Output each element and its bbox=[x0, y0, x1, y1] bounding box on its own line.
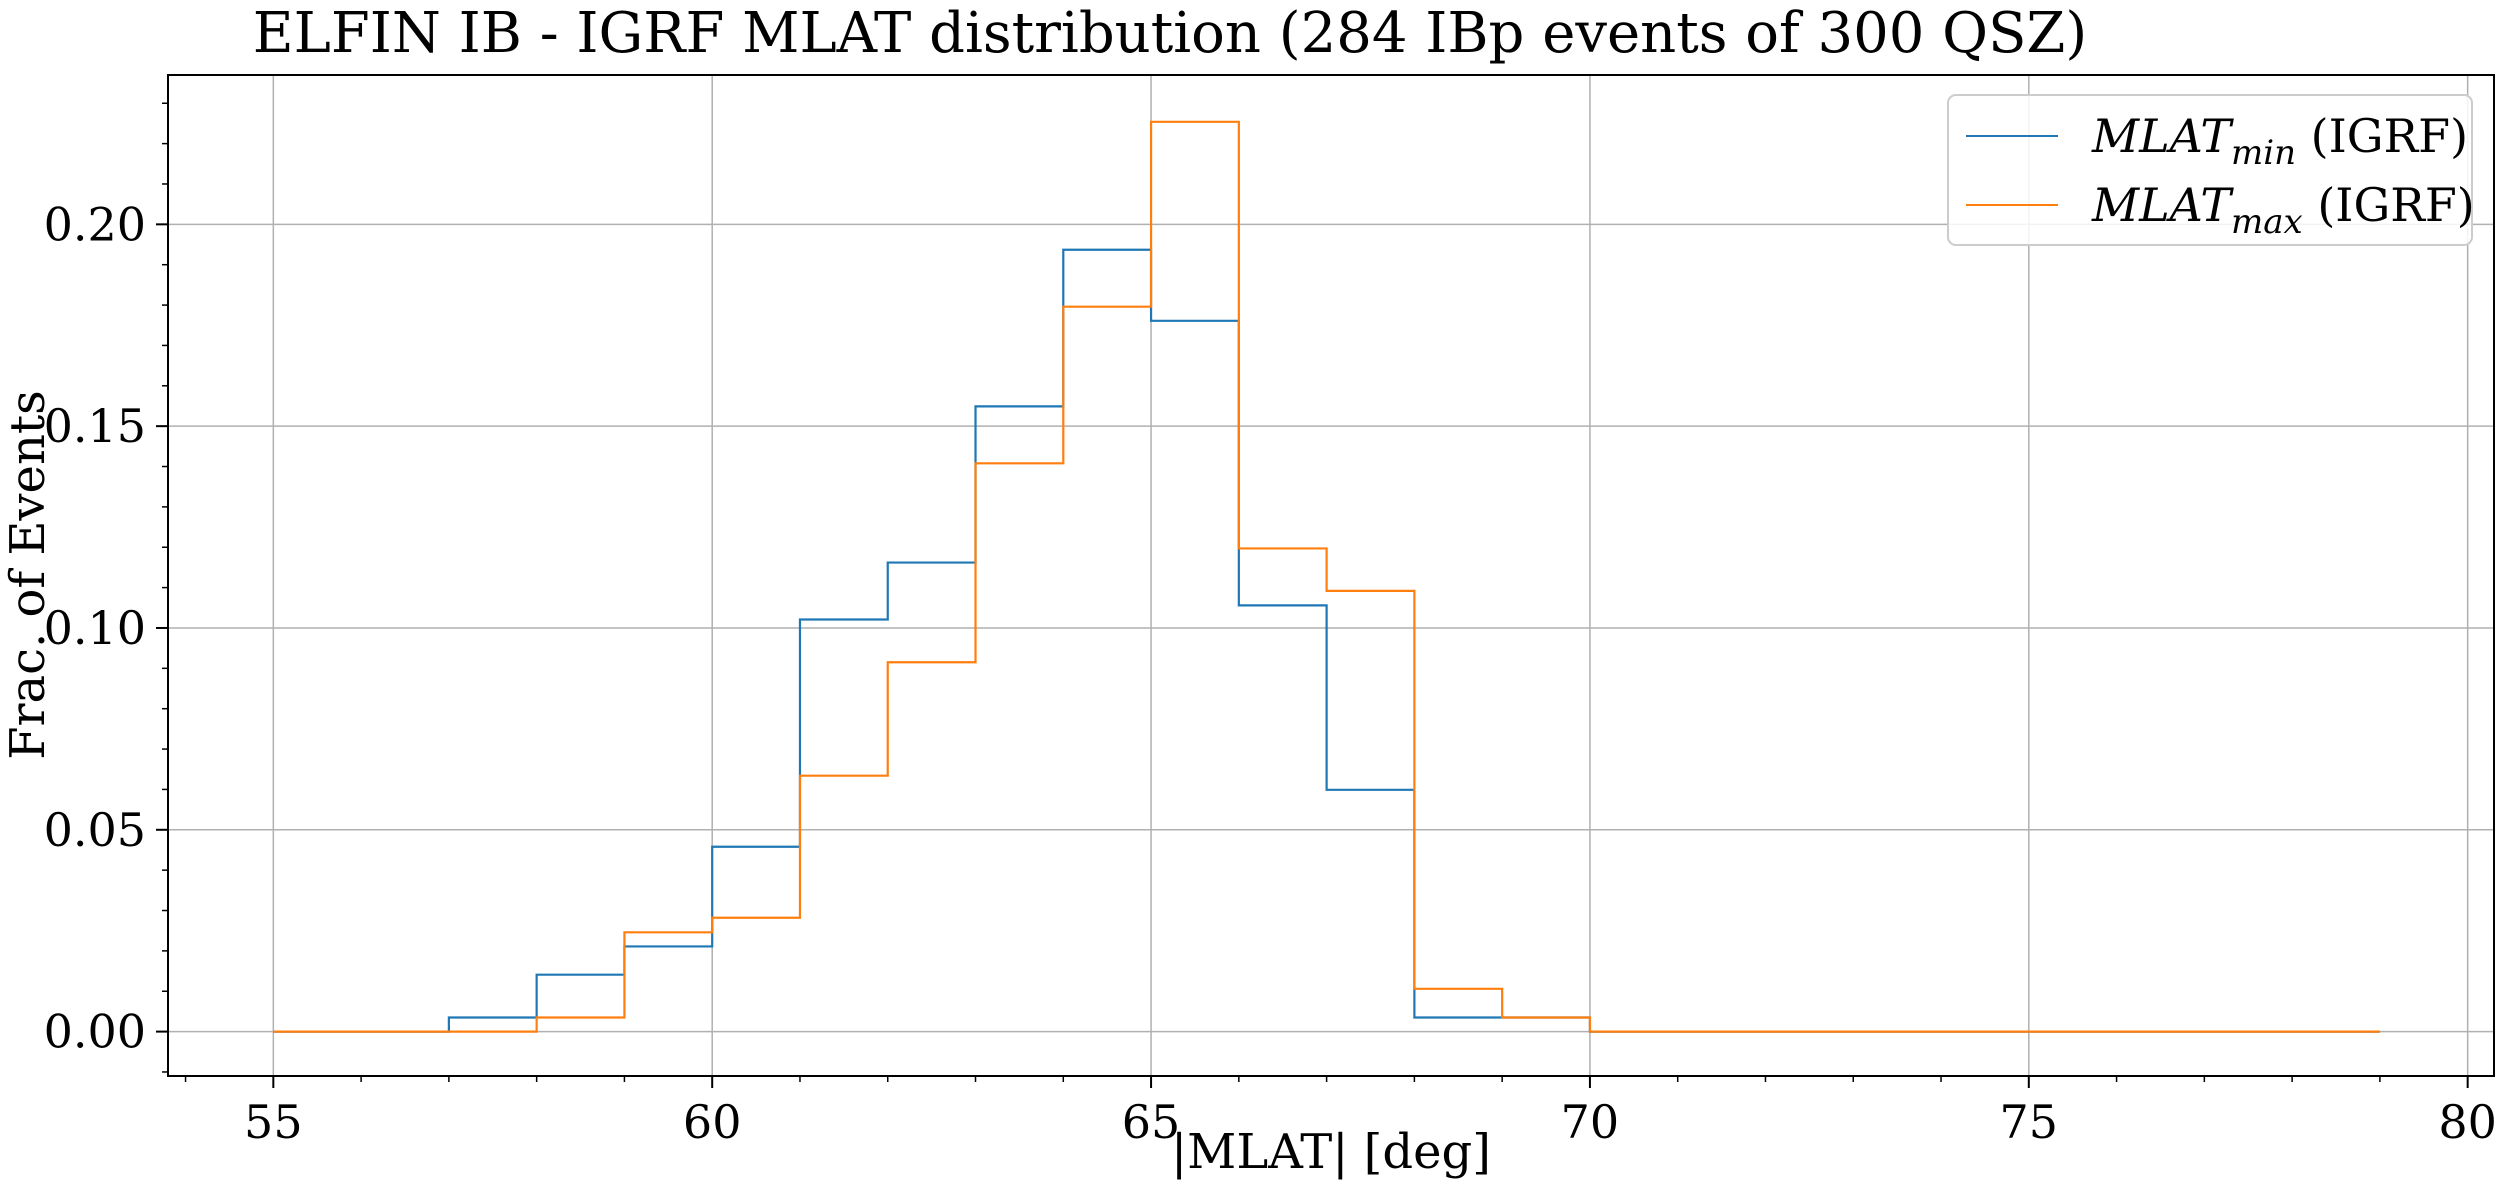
x-tick-label-65: 65 bbox=[1122, 1095, 1181, 1149]
x-tick-label-75: 75 bbox=[2000, 1095, 2059, 1149]
y-tick-label-0.10: 0.10 bbox=[44, 601, 146, 655]
legend: MLATmin (IGRF) MLATmax (IGRF) bbox=[1947, 94, 2475, 246]
series-line-max bbox=[273, 120, 2380, 1033]
legend-sub-0: min bbox=[2231, 133, 2296, 173]
legend-sub-1: max bbox=[2231, 202, 2303, 242]
axis-ticks: 55 60 65 70 75 80 0.00 0.05 0.10 0.15 0.20 bbox=[44, 102, 2497, 1149]
plot-area-frame bbox=[167, 74, 2495, 1077]
legend-box bbox=[1947, 94, 2473, 246]
x-axis-label: |MLAT| [deg] bbox=[1171, 1124, 1491, 1180]
series-group bbox=[273, 120, 2380, 1033]
y-tick-label-0.15: 0.15 bbox=[44, 399, 146, 453]
chart-title: ELFIN IB - IGRF MLAT distribution (284 I… bbox=[253, 1, 2087, 66]
x-tick-label-55: 55 bbox=[244, 1095, 303, 1149]
legend-label-mlat-max: MLATmax (IGRF) bbox=[2091, 178, 2475, 242]
legend-label-mlat-min: MLATmin (IGRF) bbox=[2091, 109, 2468, 173]
legend-suffix-0: (IGRF) bbox=[2296, 109, 2468, 163]
y-axis-label: Frac. of Events bbox=[0, 390, 56, 760]
x-tick-label-60: 60 bbox=[683, 1095, 742, 1149]
legend-main-0: MLAT bbox=[2091, 109, 2234, 163]
x-tick-label-80: 80 bbox=[2438, 1095, 2497, 1149]
y-tick-label-0.00: 0.00 bbox=[44, 1005, 146, 1059]
y-tick-label-0.20: 0.20 bbox=[44, 197, 146, 251]
legend-main-1: MLAT bbox=[2091, 178, 2234, 232]
legend-suffix-1: (IGRF) bbox=[2303, 178, 2475, 232]
y-tick-label-0.05: 0.05 bbox=[44, 803, 146, 857]
x-tick-label-70: 70 bbox=[1561, 1095, 1620, 1149]
